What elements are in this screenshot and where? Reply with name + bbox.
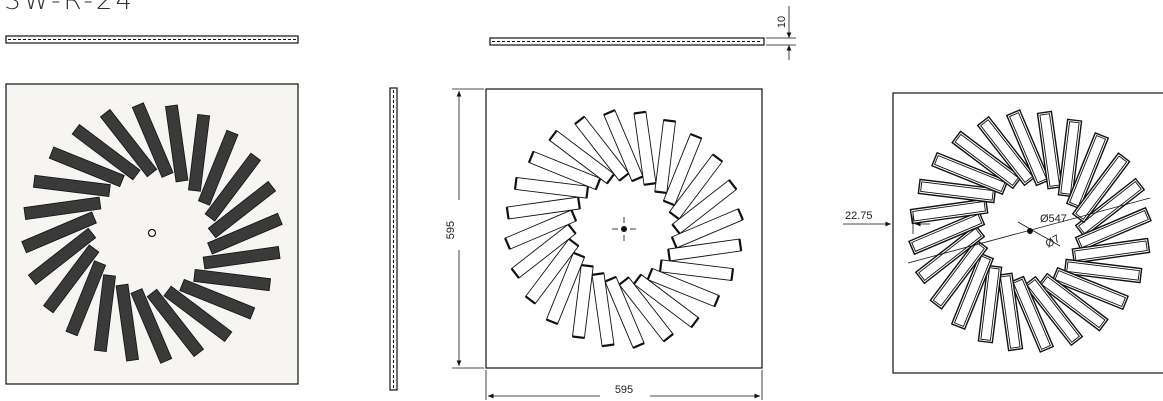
blade (524, 237, 580, 305)
blade (914, 224, 986, 285)
blade (671, 179, 738, 235)
blade (48, 146, 125, 188)
blade (1037, 272, 1109, 332)
blade (130, 288, 173, 364)
blade (591, 272, 615, 348)
blade (163, 285, 233, 343)
blade (513, 176, 590, 199)
detail-blade-ring (908, 109, 1152, 353)
blade (179, 278, 256, 320)
blade (1071, 152, 1131, 224)
shaded-face-view (5, 83, 299, 385)
blade (504, 209, 578, 250)
blade (1074, 206, 1152, 252)
shaded-blade-ring (21, 102, 283, 364)
blade (951, 130, 1023, 190)
height-dimension: 595 (445, 221, 457, 239)
edge-view-top-center: 10 (489, 6, 796, 60)
blade (146, 288, 205, 358)
blade (646, 267, 721, 308)
blade (658, 259, 735, 282)
blade (668, 153, 724, 221)
blade (23, 196, 102, 220)
pattern-diameter-label: Ø547 (1040, 213, 1067, 225)
blade (202, 246, 281, 270)
blade (204, 152, 262, 222)
blade (42, 244, 100, 314)
blade (71, 123, 141, 181)
blade (1071, 237, 1151, 264)
blade (1005, 109, 1051, 187)
blade (32, 174, 111, 197)
edge-view-top-left (5, 35, 299, 44)
blade (917, 178, 997, 204)
blade (670, 208, 744, 249)
edge-offset-label: 22.75 (845, 210, 873, 222)
blade (1063, 258, 1143, 284)
detail-face-view: Ø547 Ø7 22.75 (843, 92, 1163, 374)
blade (545, 251, 586, 326)
blade (188, 113, 211, 192)
thickness-dimension: 10 (776, 16, 788, 28)
blade (1065, 132, 1110, 210)
blade (548, 129, 616, 185)
blade (909, 198, 989, 225)
blade (505, 196, 581, 220)
blade (207, 180, 277, 239)
blade (510, 223, 577, 279)
blade (115, 283, 139, 362)
blade (632, 273, 700, 329)
blade (618, 276, 674, 343)
blade (193, 269, 272, 292)
blade (929, 238, 989, 310)
blade (667, 238, 743, 262)
blade (21, 211, 97, 254)
blade (662, 132, 703, 207)
blade (1036, 110, 1063, 190)
blade (131, 102, 174, 178)
blade (976, 115, 1037, 187)
blade (571, 263, 594, 340)
blade (997, 272, 1024, 352)
blade (1023, 275, 1084, 347)
blade (633, 110, 657, 186)
outline-blade-ring (504, 109, 744, 349)
drawing-title: SW-R-24 (4, 0, 136, 16)
blade (197, 129, 239, 206)
blade (604, 275, 645, 349)
blade (931, 151, 1009, 196)
blade (65, 260, 107, 337)
outline-face-view: 595 595 (445, 88, 763, 400)
blade (603, 109, 644, 183)
blade (99, 108, 158, 178)
blade (1074, 177, 1146, 238)
blade (950, 252, 995, 330)
blade (27, 227, 97, 286)
blade (93, 274, 116, 353)
blade (207, 212, 283, 255)
blade (908, 210, 986, 256)
blade (574, 115, 630, 182)
blade (654, 118, 677, 195)
blade (527, 150, 602, 191)
blade (165, 104, 189, 183)
width-dimension: 595 (615, 384, 633, 396)
blade (1051, 266, 1129, 311)
center-hole-shaded (147, 228, 157, 238)
blade (1009, 275, 1055, 353)
blade (1057, 118, 1083, 198)
side-edge-view (389, 87, 398, 391)
blade (977, 264, 1003, 344)
